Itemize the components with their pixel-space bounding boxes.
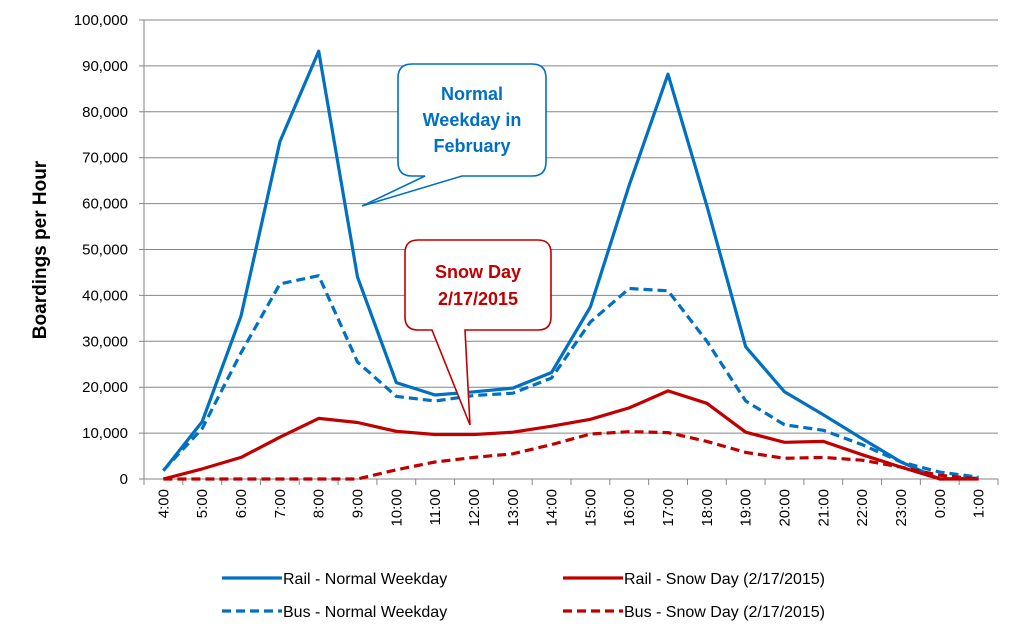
callout-snow-line-1: Snow Day [435,262,521,282]
y-tick-label: 40,000 [82,287,128,304]
series-line-3 [163,430,979,481]
legend-label-3: Bus - Snow Day (2/17/2015) [624,604,825,621]
legend-label-1: Bus - Normal Weekday [283,604,447,621]
callout-normal-line-3: February [433,136,510,156]
y-tick-label: 0 [120,471,128,488]
legend-label-0: Rail - Normal Weekday [283,571,447,588]
x-tick-label: 18:00 [699,489,716,527]
y-tick-label: 10,000 [82,425,128,442]
x-tick-label: 8:00 [311,489,328,518]
x-tick-label: 15:00 [582,489,599,527]
callout-normal-line-2: Weekday in [423,110,522,130]
x-tick-label: 10:00 [388,489,405,527]
grid-lines [139,19,998,480]
legend: Rail - Normal Weekday Bus - Normal Weekda… [222,571,825,621]
y-tick-label: 100,000 [74,12,128,29]
callout-normal-bubble [361,63,547,207]
axes [143,20,999,485]
y-axis-label: Boardings per Hour [30,160,51,339]
y-tick-label: 80,000 [82,104,128,121]
series-lines [162,49,979,481]
x-tick-label: 22:00 [854,489,871,527]
x-tick-label: 13:00 [505,489,522,527]
x-tick-label: 6:00 [233,489,250,518]
legend-label-2: Rail - Snow Day (2/17/2015) [624,571,825,588]
x-tick-label: 4:00 [155,489,172,518]
y-tick-label: 60,000 [82,196,128,213]
x-tick-label: 0:00 [932,489,949,518]
x-tick-labels: 4:00 5:00 6:00 7:00 8:00 9:00 10:00 11:00 12:00 1… [155,489,987,527]
callout-normal-weekday: Normal Weekday in February [361,63,547,207]
x-tick-label: 12:00 [466,489,483,527]
x-tick-label: 23:00 [893,489,910,527]
x-tick-label: 14:00 [544,489,561,527]
x-tick-label: 19:00 [738,489,755,527]
callout-snow-line-2: 2/17/2015 [438,289,518,309]
x-tick-label: 9:00 [350,489,367,518]
series-line-2 [162,389,979,481]
y-tick-label: 30,000 [82,333,128,350]
callout-snow-bubble [404,239,552,426]
y-tick-label: 70,000 [82,150,128,167]
x-tick-label: 1:00 [971,489,988,518]
y-tick-label: 20,000 [82,379,128,396]
y-tick-labels: 0 10,000 20,000 30,000 40,000 50,000 60,000 70,… [74,12,128,488]
x-tick-label: 11:00 [427,489,444,525]
callout-snow-day: Snow Day 2/17/2015 [404,239,552,426]
y-tick-label: 90,000 [82,58,128,75]
series-line-1 [162,274,979,479]
x-tick-label: 16:00 [621,489,638,527]
callout-normal-line-1: Normal [441,84,503,104]
x-tick-label: 17:00 [660,489,677,527]
x-tick-label: 21:00 [815,489,832,527]
series-line-0 [162,49,979,481]
x-tick-label: 20:00 [777,489,794,527]
x-tick-label: 7:00 [272,489,289,518]
x-tick-label: 5:00 [194,489,211,518]
y-tick-label: 50,000 [82,242,128,259]
